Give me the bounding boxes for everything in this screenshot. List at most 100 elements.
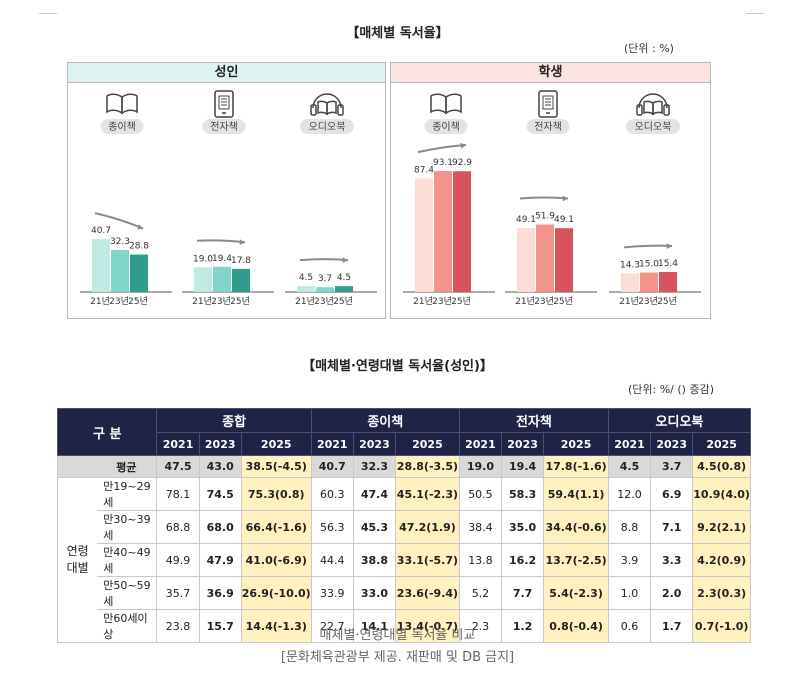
table-cell: 60.3: [310, 477, 354, 511]
tick-label: 25년: [451, 296, 471, 307]
table-cell: 3.7: [650, 455, 694, 478]
trend-arrow-head: [666, 243, 672, 250]
table-cell: 23.6(-9.4): [395, 576, 460, 610]
table-cell: 68.8: [156, 510, 200, 544]
top-title: 【매체별 독서율】: [346, 26, 449, 41]
bar: [130, 254, 148, 292]
tick-label: 21년: [413, 296, 433, 307]
bar: [640, 272, 658, 292]
tick-label: 25년: [230, 296, 250, 307]
table-cell: 23.8: [156, 609, 200, 643]
year-column-header: 2023: [650, 432, 694, 456]
table-cell: 35.0: [501, 510, 545, 544]
tick-label: 23년: [534, 296, 554, 307]
table-cell: 2.3: [458, 609, 503, 643]
table-cell: 5.4(-2.3): [543, 576, 609, 610]
data-label: 49.1: [554, 215, 574, 225]
table-cell: 1.7: [650, 609, 694, 643]
top-unit: (단위 : %): [624, 42, 674, 55]
table-cell: 35.7: [156, 576, 200, 610]
trend-arrow-head: [562, 195, 568, 202]
data-label: 49.1: [516, 215, 536, 225]
trend-arrow-head: [239, 239, 245, 246]
tick-label: 25년: [657, 296, 677, 307]
year-column-header: 2023: [501, 432, 545, 456]
age-group-label: 연령 대별: [57, 477, 98, 643]
tick-label: 23년: [638, 296, 658, 307]
student-chart-title: 학생: [391, 63, 710, 83]
table-cell: 4.5: [607, 455, 652, 478]
table-cell: 2.0: [650, 576, 694, 610]
year-column-header: 2021: [607, 432, 652, 456]
table-cell: 74.5: [198, 477, 242, 511]
table-cell: 3.9: [607, 543, 652, 577]
table-cell: 58.3: [501, 477, 545, 511]
data-label: 4.5: [337, 273, 351, 283]
bar: [92, 239, 110, 292]
table-cell: 1.2: [501, 609, 545, 643]
tick-label: 23년: [432, 296, 452, 307]
media-label: 전자책: [534, 121, 562, 133]
data-label: 40.7: [91, 226, 111, 236]
table-cell: 6.9: [650, 477, 694, 511]
trend-arrow: [623, 244, 673, 249]
corner-mark: [39, 13, 57, 24]
row-label: 만40~49세: [97, 543, 158, 577]
table-cell: 38.8: [352, 543, 397, 577]
trend-arrow-head: [137, 224, 143, 230]
table-cell: 14.1: [352, 609, 397, 643]
data-label: 19.4: [212, 254, 232, 264]
year-column-header: 2021: [458, 432, 503, 456]
table-title: 【매체별·연령대별 독서율(성인)】: [302, 359, 493, 374]
bar: [555, 228, 573, 292]
table-cell: 10.9(4.0): [692, 477, 751, 511]
table-cell: 59.4(1.1): [543, 477, 609, 511]
table-cell: 1.0: [607, 576, 652, 610]
tick-label: 23년: [314, 296, 334, 307]
table-cell: 45.3: [352, 510, 397, 544]
bar: [621, 273, 639, 292]
caption-line-2: [문화체육관광부 제공. 재판매 및 DB 금지]: [280, 650, 515, 665]
data-label: 3.7: [318, 274, 332, 284]
data-label: 17.8: [231, 256, 251, 266]
bar: [415, 178, 433, 292]
table-cell: 40.7: [310, 455, 354, 478]
data-label: 51.9: [535, 212, 555, 222]
table-cell: 47.4: [352, 477, 397, 511]
tick-label: 21년: [515, 296, 535, 307]
table-row: 만30~39세 68.8 68.0 66.4(-1.6) 56.3 45.3 47.2(1.…: [58, 510, 751, 544]
media-label: 종이책: [108, 121, 136, 133]
media-label-pill: [300, 119, 354, 134]
table-year-row: 2021 2023 2025 2021 2023 2025 2021 2023 2025 2021…: [58, 432, 751, 456]
table-cell: 36.9: [198, 576, 242, 610]
media-label-pill: [202, 119, 246, 134]
bar: [453, 171, 471, 292]
media-column-header: 종이책: [310, 408, 460, 433]
tick-label: 25년: [128, 296, 148, 307]
row-label: 만30~39세: [97, 510, 158, 544]
media-reading-rate-chart: 종이책 40.7 21년 32.3 23년 28.8 25년 전자책 19.0 21년 19.4 2…: [80, 90, 701, 307]
bar: [536, 224, 554, 292]
year-column-header: 2021: [310, 432, 354, 456]
table-cell: 45.1(-2.3): [395, 477, 460, 511]
bar: [434, 170, 452, 292]
table-row: 평균 47.5 43.0 38.5(-4.5) 40.7 32.3 28.8(-3.5) 19…: [56, 455, 751, 478]
trend-arrow: [417, 143, 467, 154]
table-cell: 33.1(-5.7): [395, 543, 460, 577]
row-label: 만19~29세: [97, 477, 158, 511]
table-cell: 66.4(-1.6): [240, 510, 312, 544]
table-cell: 33.9: [310, 576, 354, 610]
trend-arrow-head: [342, 257, 348, 264]
table-cell: 26.9(-10.0): [240, 576, 312, 610]
table-cell: 5.2: [458, 576, 503, 610]
audiobook-icon: [636, 93, 670, 116]
trend-arrow-head: [460, 142, 466, 149]
row-label: 만60세이상: [97, 609, 158, 643]
table-cell: 13.4(-0.7): [395, 609, 460, 643]
audiobook-icon: [310, 93, 344, 116]
table-header-row: 구 분 종합 종이책 전자책 오디오북: [56, 408, 752, 456]
ebook-icon: [214, 90, 234, 118]
table-row: 만60세이상 23.8 15.7 14.4(-1.3) 22.7 14.1 13.4(-0.…: [58, 609, 751, 643]
table-cell: 28.8(-3.5): [395, 455, 460, 478]
